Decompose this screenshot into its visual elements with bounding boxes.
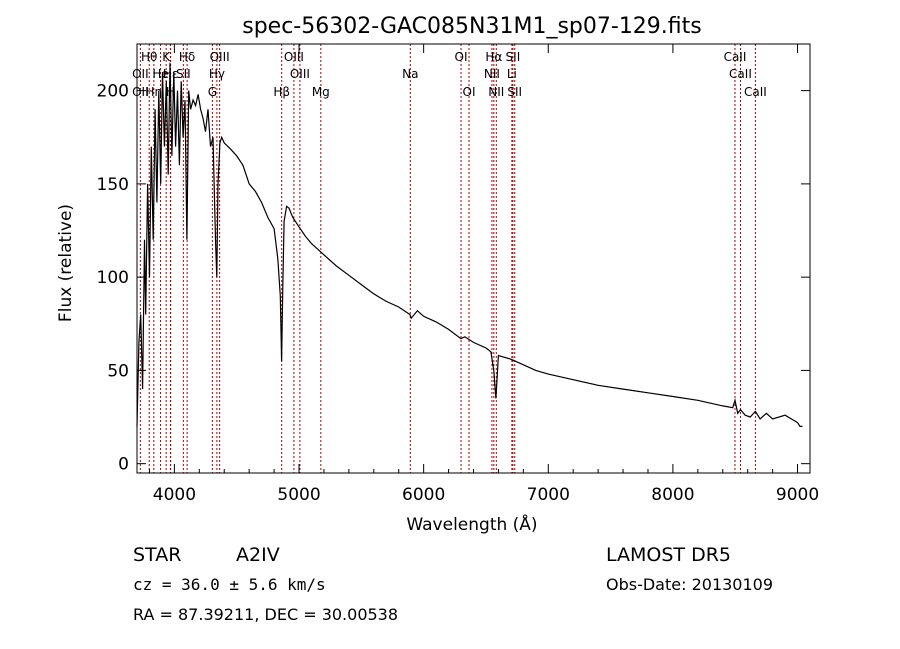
line-label-hθ: Hθ (141, 50, 157, 64)
line-label-mg: Mg (312, 85, 330, 99)
spectrum-line (136, 62, 803, 427)
line-label-hβ: Hβ (273, 85, 290, 99)
line-label-nii: NII (488, 85, 504, 99)
line-label-na: Na (402, 67, 418, 81)
line-label-caii: CaII (724, 50, 747, 64)
line-label-hη: Hη (146, 85, 163, 99)
x-tick-label-8000: 8000 (651, 485, 694, 505)
coordinates-info: RA = 87.39211, DEC = 30.00538 (133, 605, 398, 624)
x-tick-label-7000: 7000 (527, 485, 570, 505)
line-label-sii: SII (506, 50, 521, 64)
y-tick-label-150: 150 (97, 175, 129, 195)
line-label-caii: CaII (729, 67, 752, 81)
line-label-oiii: OIII (210, 50, 230, 64)
x-tick-label-5000: 5000 (277, 485, 320, 505)
line-label-li: Li (507, 67, 517, 81)
line-label-hδ: Hδ (179, 50, 195, 64)
line-label-g: G (208, 85, 217, 99)
line-label-nii: NII (484, 67, 500, 81)
line-label-oi: OI (455, 50, 468, 64)
line-label-hγ: Hγ (209, 67, 225, 81)
y-axis-label: Flux (relative) (56, 204, 76, 322)
line-label-he: He (152, 67, 168, 81)
object-class: STAR (133, 544, 181, 566)
chart-title: spec-56302-GAC085N31M1_sp07-129.fits (242, 14, 702, 39)
line-label-sii: SII (507, 85, 522, 99)
y-tick-label-200: 200 (97, 82, 129, 102)
line-label-oii: OII (132, 85, 149, 99)
x-axis-label: Wavelength (Å) (406, 513, 537, 535)
line-label-caii: CaII (744, 85, 767, 99)
x-tick-label-6000: 6000 (402, 485, 445, 505)
line-label-oiii: OIII (290, 67, 310, 81)
line-label-oiii: OIII (284, 50, 304, 64)
y-tick-label-50: 50 (107, 361, 129, 381)
emission-line-markers (139, 44, 756, 473)
line-label-oii: OII (132, 67, 149, 81)
line-label-sii: SII (176, 67, 191, 81)
x-tick-label-9000: 9000 (776, 485, 819, 505)
x-tick-label-4000: 4000 (153, 485, 196, 505)
x-axis-ticks: 4000 5000 6000 7000 8000 9000 (148, 44, 819, 505)
y-axis-ticks: 0 50 100 150 200 (97, 82, 810, 475)
redshift-info: cz = 36.0 ± 5.6 km/s (133, 575, 326, 594)
y-tick-label-100: 100 (97, 268, 129, 288)
line-label-hα: Hα (485, 50, 502, 64)
plot-frame (136, 43, 811, 474)
object-subclass: A2IV (236, 544, 280, 566)
line-label-k: K (162, 50, 171, 64)
y-tick-label-0: 0 (118, 455, 129, 475)
survey-name: LAMOST DR5 (606, 544, 731, 566)
observation-date: Obs-Date: 20130109 (606, 575, 773, 594)
line-label-oi: OI (463, 85, 476, 99)
